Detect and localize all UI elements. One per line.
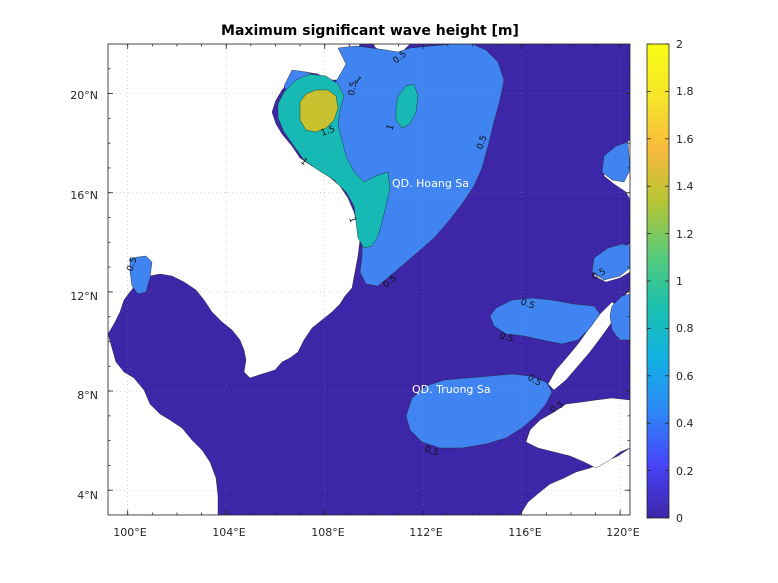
axis-tick-marks <box>108 44 630 515</box>
y-tick-label: 4°N <box>77 489 98 502</box>
colorbar-tick-label: 0 <box>676 512 683 525</box>
map-axes-frame <box>107 43 631 516</box>
truong-sa-0-5-zone <box>405 373 553 449</box>
colorbar-tick-label: 2 <box>676 38 683 51</box>
y-tick-label: 20°N <box>70 89 98 102</box>
x-tick-label: 104°E <box>212 526 245 539</box>
contour-label: 1 <box>298 157 309 168</box>
map-grid-lines <box>108 44 630 515</box>
map-title: Maximum significant wave height [m] <box>221 23 519 39</box>
x-tick-label: 112°E <box>409 526 442 539</box>
colorbar-tick-label: 0.8 <box>676 322 694 335</box>
colorbar-tick-label: 1.6 <box>676 133 694 146</box>
wave-height-1-5-region <box>299 89 339 133</box>
gulf-of-thailand-0-5-zone <box>129 255 153 295</box>
y-tick-label: 12°N <box>70 290 98 303</box>
palawan-island <box>547 301 623 391</box>
contour-label: 1 <box>346 216 357 225</box>
luzon-west-0-5-zone <box>601 141 630 183</box>
hainan-east-1m-zone <box>395 83 419 129</box>
visayas-west-0-5-zone <box>591 243 630 281</box>
contour-label: 0.5 <box>423 444 440 458</box>
colorbar-tick-label: 1.4 <box>676 180 694 193</box>
colorbar-tick-label: 0.2 <box>676 465 694 478</box>
contour-label: 1 <box>385 123 396 132</box>
contour-label: 0.5 <box>475 134 489 151</box>
contour-label: 1 <box>352 75 363 86</box>
colorbar-tick-labels: 2 1.8 1.6 1.4 1.2 1 0.8 0.6 0.4 0.2 0 <box>676 38 694 525</box>
x-tick-label: 116°E <box>508 526 541 539</box>
y-tick-label: 16°N <box>70 189 98 202</box>
colorbar-tick-label: 1.8 <box>676 85 694 98</box>
x-tick-label: 108°E <box>311 526 344 539</box>
colorbar-tick-label: 0.6 <box>676 370 694 383</box>
hoang-sa-label: QD. Hoang Sa <box>392 177 469 190</box>
truong-sa-label: QD. Truong Sa <box>412 383 491 396</box>
colorbar-tick-label: 1 <box>676 275 683 288</box>
x-tick-label: 120°E <box>606 526 639 539</box>
borneo-north-tip <box>525 397 630 469</box>
y-tick-label: 8°N <box>77 389 98 402</box>
y-axis-labels: 4°N 8°N 12°N 16°N 20°N <box>70 89 98 502</box>
contour-label: 0.5 <box>125 256 139 273</box>
x-axis-labels: 100°E 104°E 108°E 112°E 116°E 120°E <box>113 526 639 539</box>
contour-label: 0.5 <box>498 331 514 344</box>
map-area <box>108 44 630 515</box>
central-east-0-5-zone <box>489 297 601 345</box>
colorbar-tick-label: 1.2 <box>676 228 694 241</box>
gulf-west-coast-land <box>108 333 219 515</box>
colorbar-tick-label: 0.4 <box>676 417 694 430</box>
colorbar: 2 1.8 1.6 1.4 1.2 1 0.8 0.6 0.4 0.2 0 <box>646 38 694 525</box>
tonkin-1-5m-peak-zone <box>299 89 339 133</box>
colorbar-tick-marks <box>647 43 669 519</box>
contour-label: 0.5 <box>347 81 359 97</box>
contour-labels: 0.5 0.5 0.5 0.5 0.5 0.5 0.5 0.5 0.5 0.5 … <box>125 49 607 458</box>
contour-label: 1.5 <box>320 125 337 139</box>
x-tick-label: 100°E <box>113 526 146 539</box>
contour-label: 0.5 <box>519 297 536 311</box>
